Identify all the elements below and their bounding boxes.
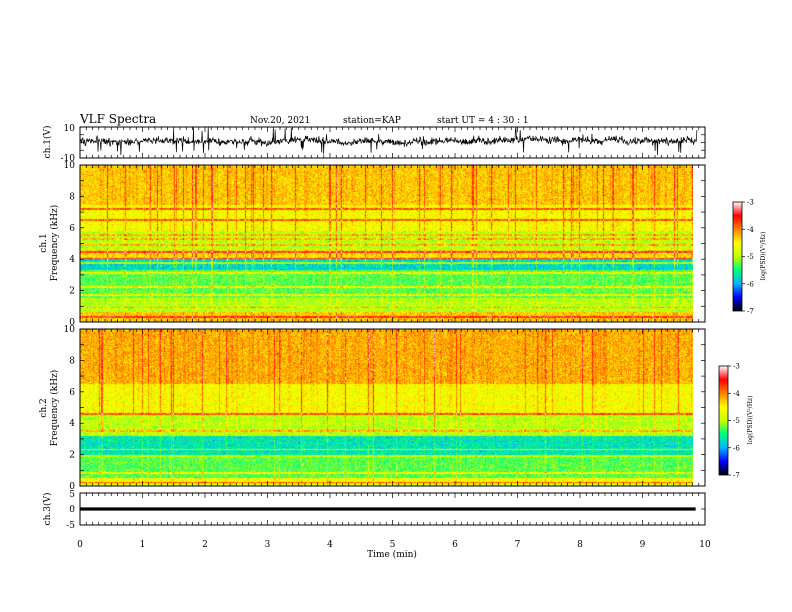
time-axis-tick-label: 6: [452, 540, 458, 550]
ch1-ytick-top: 10: [64, 124, 76, 134]
ch1-spec-ytick-label: 4: [69, 255, 75, 265]
ch3-waveform-panel: 5 0 -5 ch.3(V) 0 1 2 3 4 5 6 7 8 9 10 Time (min): [42, 490, 711, 560]
ch1-colorbar-ticks: -3 -4 -5 -6 -7: [742, 199, 754, 316]
ch1-spec-ytick-label: 6: [69, 224, 75, 234]
ch1-waveform-panel: 10 -10 ch.1(V): [42, 124, 706, 164]
ch2-spec-ytick-label: 8: [69, 356, 75, 366]
ch1-spec-ytick-labels: 0 2 4 6 8 10: [64, 161, 76, 328]
ch1-spectrogram-panel: 0 2 4 6 8 10 ch.1 Frequency (kHz): [39, 161, 706, 328]
time-axis-tick-label: 7: [515, 540, 521, 550]
ch3-ytick-top: 5: [69, 490, 75, 500]
start-time-label: start UT = 4 : 30 : 1: [437, 116, 529, 126]
ch3-waveform-band: [80, 507, 696, 511]
ch2-colorbar-tick-label: -4: [733, 390, 740, 398]
ch1-spec-ytick-label: 10: [64, 161, 76, 171]
ch1-colorbar-label: log(PSD)(V²/Hz): [760, 232, 767, 281]
time-axis-tick-label: 9: [640, 540, 646, 550]
time-axis-tick-label: 5: [390, 540, 396, 550]
ch2-colorbar-tick-label: -6: [733, 444, 740, 452]
ch1-colorbar-tick-label: -5: [747, 253, 754, 261]
ch1-spectrogram-heatmap: [80, 165, 693, 322]
time-axis-tick-label: 4: [327, 540, 333, 550]
ch1-colorbar-tick-label: -7: [747, 308, 754, 316]
time-axis-tick-label: 2: [202, 540, 208, 550]
ch1-waveform-line: [79, 126, 698, 156]
ch3-ytick-bottom: -5: [66, 521, 75, 531]
ch1-ytick-bottom: -10: [61, 154, 76, 164]
ch2-spec-ytick-label: 2: [69, 451, 75, 461]
ch2-spec-ytick-label: 6: [69, 388, 75, 398]
time-axis-tick-label: 10: [699, 540, 711, 550]
time-axis-tick-label: 3: [265, 540, 271, 550]
ch1-colorbar-tick-label: -3: [747, 199, 754, 207]
ch2-colorbar-tick-label: -5: [733, 417, 740, 425]
ch1-colorbar-tick-label: -6: [747, 280, 754, 288]
date-label: Nov.20, 2021: [250, 116, 310, 126]
station-label: station=KAP: [343, 116, 401, 126]
ch3-ylabel: ch.3(V): [42, 493, 53, 526]
ch2-colorbar-ticks: -3 -4 -5 -6 -7: [728, 363, 740, 480]
time-axis-tick-label: 0: [77, 540, 83, 550]
ch2-spectrogram-heatmap: [80, 329, 693, 486]
ch1-spec-ylabel-channel: ch.1: [39, 233, 49, 252]
ch1-spec-ytick-label: 0: [69, 318, 75, 328]
ch2-colorbar-tick-label: -7: [733, 472, 740, 480]
ch2-spec-ylabel-frequency: Frequency (kHz): [49, 370, 60, 447]
ch1-colorbar-gradient: [732, 201, 743, 312]
time-axis-tick-label: 8: [577, 540, 583, 550]
ch2-spec-ticks: [79, 328, 706, 487]
ch1-spec-ylabel-frequency: Frequency (kHz): [49, 205, 60, 282]
ch1-colorbar: -3 -4 -5 -6 -7 log(PSD)(V²/Hz): [732, 199, 767, 316]
ch2-spectrogram-panel: 0 2 4 6 8 10 ch.2 Frequency (kHz): [39, 325, 706, 492]
figure-title: VLF Spectra: [79, 112, 156, 126]
ch1-spec-ytick-label: 8: [69, 192, 75, 202]
ch1-colorbar-tick-label: -4: [747, 226, 754, 234]
ch2-spec-ytick-label: 4: [69, 419, 75, 429]
time-axis-tick-label: 1: [140, 540, 146, 550]
ch2-spec-ylabel-channel: ch.2: [39, 398, 49, 417]
ch3-ytick-mid: 0: [69, 505, 75, 515]
ch1-spec-ytick-label: 2: [69, 287, 75, 297]
ch2-colorbar-label: log(PSD)(V²/Hz): [747, 396, 754, 445]
time-axis-tick-labels: 0 1 2 3 4 5 6 7 8 9 10: [77, 540, 711, 550]
time-axis-label: Time (min): [367, 549, 417, 560]
ch2-colorbar: -3 -4 -5 -6 -7 log(PSD)(V²/Hz): [718, 363, 754, 480]
ch2-spec-ytick-label: 10: [64, 325, 76, 335]
ch2-colorbar-tick-label: -3: [733, 363, 740, 371]
ch1-ylabel: ch.1(V): [42, 126, 53, 159]
ch2-colorbar-gradient: [718, 365, 729, 476]
ch2-spec-ytick-labels: 0 2 4 6 8 10: [64, 325, 76, 492]
ch2-spec-ytick-label: 0: [69, 482, 75, 492]
